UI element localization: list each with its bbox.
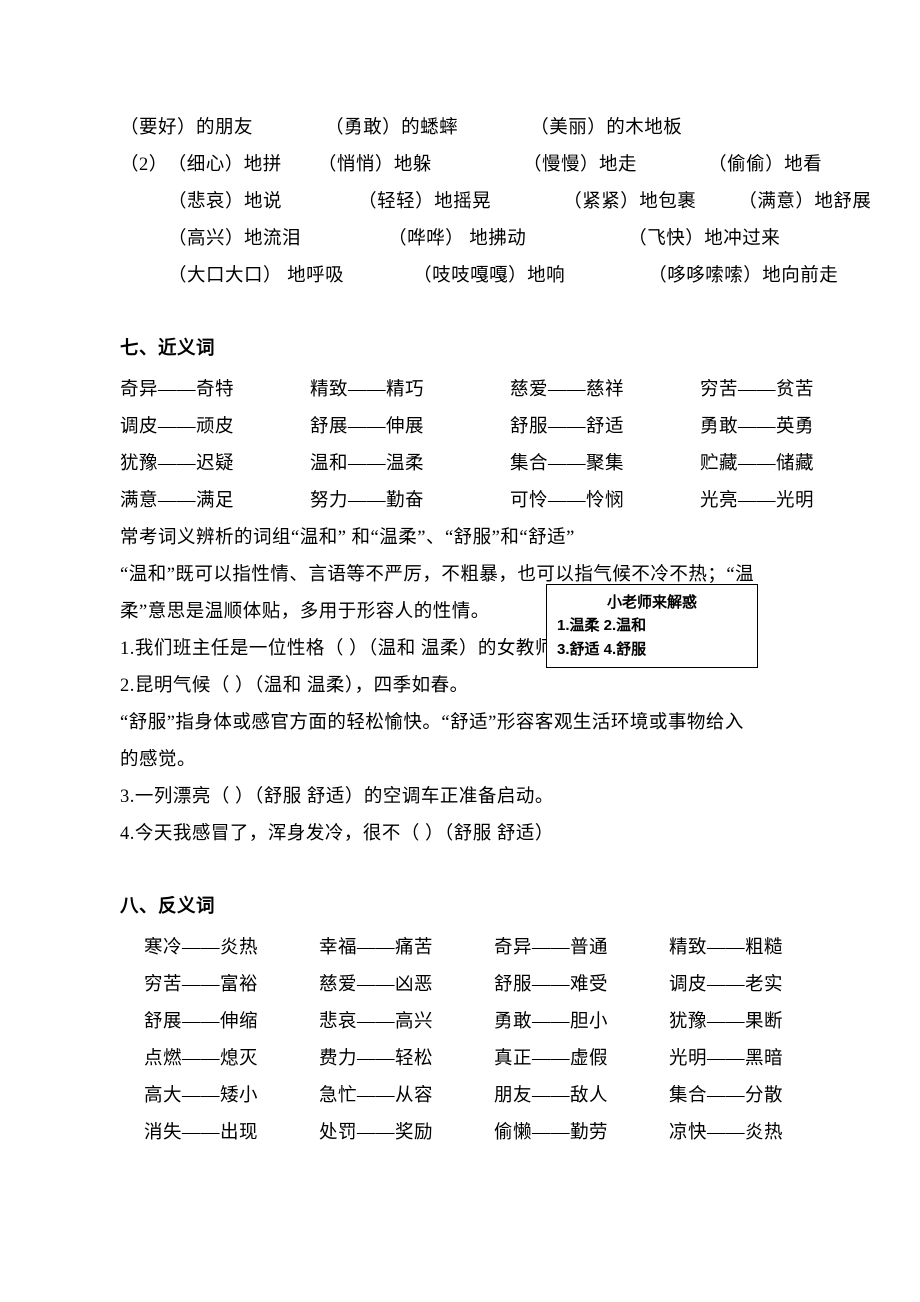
synonym-table: 奇异——奇特精致——精巧慈爱——慈祥穷苦——贫苦调皮——顽皮舒展——伸展舒服——… [120, 372, 800, 520]
antonym-row: 舒展——伸缩悲哀——高兴勇敢——胆小犹豫——果断 [144, 1004, 800, 1041]
antonym-pair: 偷懒——勤劳 [494, 1115, 669, 1152]
antonym-pair: 精致——粗糙 [669, 930, 783, 967]
antonym-pair: 朋友——敌人 [494, 1078, 669, 1115]
antonym-pair: 寒冷——炎热 [144, 930, 319, 967]
antonym-pair: 急忙——从容 [319, 1078, 494, 1115]
phrase: （要好）的朋友 [120, 110, 320, 147]
synonym-pair: 奇异——奇特 [120, 372, 310, 409]
antonym-pair: 幸福——痛苦 [319, 930, 494, 967]
phrase: （悄悄）地躲 [318, 147, 518, 184]
phrase-row: （要好）的朋友 （勇敢）的蟋蟀 （美丽）的木地板 [120, 110, 800, 147]
synonym-pair: 满意——满足 [120, 483, 310, 520]
question-line: 4.今天我感冒了，浑身发冷，很不（ ）（舒服 舒适） [120, 816, 800, 853]
phrase: （哗哗） 地拂动 [388, 221, 623, 258]
antonym-pair: 消失——出现 [144, 1115, 319, 1152]
synonym-pair: 犹豫——迟疑 [120, 446, 310, 483]
antonym-row: 寒冷——炎热幸福——痛苦奇异——普通精致——粗糙 [144, 930, 800, 967]
answer-callout: 小老师来解惑 1.温柔 2.温和 3.舒适 4.舒服 [546, 584, 758, 668]
synonym-pair: 集合——聚集 [510, 446, 700, 483]
antonym-pair: 勇敢——胆小 [494, 1004, 669, 1041]
antonym-pair: 集合——分散 [669, 1078, 783, 1115]
synonym-row: 奇异——奇特精致——精巧慈爱——慈祥穷苦——贫苦 [120, 372, 800, 409]
phrase-row: （2）（细心）地拼 （悄悄）地躲 （慢慢）地走 （偷偷）地看 [120, 147, 800, 184]
synonym-pair: 光亮——光明 [700, 483, 814, 520]
phrase-row: （高兴）地流泪 （哗哗） 地拂动 （飞快）地冲过来 [120, 221, 800, 258]
antonym-row: 高大——矮小急忙——从容朋友——敌人集合——分散 [144, 1078, 800, 1115]
antonym-pair: 点燃——熄灭 [144, 1041, 319, 1078]
synonym-pair: 舒展——伸展 [310, 409, 510, 446]
synonym-pair: 穷苦——贫苦 [700, 372, 814, 409]
antonym-pair: 费力——轻松 [319, 1041, 494, 1078]
synonym-row: 满意——满足努力——勤奋可怜——怜悯光亮——光明 [120, 483, 800, 520]
phrase: （美丽）的木地板 [530, 110, 682, 147]
callout-line: 1.温柔 2.温和 [557, 614, 747, 637]
phrase: （勇敢）的蟋蟀 [325, 110, 525, 147]
antonym-row: 穷苦——富裕慈爱——凶恶舒服——难受调皮——老实 [144, 967, 800, 1004]
phrase: （慢慢）地走 [523, 147, 703, 184]
synonym-pair: 努力——勤奋 [310, 483, 510, 520]
antonym-pair: 悲哀——高兴 [319, 1004, 494, 1041]
phrase: （高兴）地流泪 [168, 221, 383, 258]
antonym-pair: 真正——虚假 [494, 1041, 669, 1078]
note-line: “舒服”指身体或感官方面的轻松愉快。“舒适”形容客观生活环境或事物给入 [120, 705, 800, 742]
antonym-pair: 舒服——难受 [494, 967, 669, 1004]
antonym-pair: 慈爱——凶恶 [319, 967, 494, 1004]
antonym-pair: 高大——矮小 [144, 1078, 319, 1115]
note-line: 常考词义辨析的词组“温和” 和“温柔”、“舒服”和“舒适” [120, 520, 800, 557]
antonym-pair: 奇异——普通 [494, 930, 669, 967]
note-line: 的感觉。 [120, 742, 800, 779]
analysis-paragraph: 常考词义辨析的词组“温和” 和“温柔”、“舒服”和“舒适” “温和”既可以指性情… [120, 520, 800, 853]
synonym-pair: 精致——精巧 [310, 372, 510, 409]
synonym-pair: 温和——温柔 [310, 446, 510, 483]
section-title-antonyms: 八、反义词 [120, 889, 800, 926]
antonym-pair: 犹豫——果断 [669, 1004, 783, 1041]
antonym-pair: 穷苦——富裕 [144, 967, 319, 1004]
antonym-pair: 处罚——奖励 [319, 1115, 494, 1152]
phrase: （飞快）地冲过来 [628, 221, 780, 258]
phrase-row: （大口大口） 地呼吸 （吱吱嘎嘎）地响 （哆哆嗦嗦）地向前走 [120, 258, 800, 295]
phrase: （紧紧）地包裹 [563, 184, 733, 221]
callout-title: 小老师来解惑 [557, 591, 747, 614]
antonym-row: 点燃——熄灭费力——轻松真正——虚假光明——黑暗 [144, 1041, 800, 1078]
callout-line: 3.舒适 4.舒服 [557, 638, 747, 661]
antonym-pair: 调皮——老实 [669, 967, 783, 1004]
synonym-pair: 勇敢——英勇 [700, 409, 814, 446]
phrase: （哆哆嗦嗦）地向前走 [648, 258, 838, 295]
antonym-pair: 凉快——炎热 [669, 1115, 783, 1152]
synonym-pair: 舒服——舒适 [510, 409, 700, 446]
question-line: 2.昆明气候（ ）（温和 温柔），四季如春。 [120, 668, 800, 705]
phrase: （细心）地拼 [168, 147, 313, 184]
synonym-pair: 贮藏——储藏 [700, 446, 814, 483]
phrase-row: （悲哀）地说 （轻轻）地摇晃 （紧紧）地包裹 （满意）地舒展 [120, 184, 800, 221]
synonym-pair: 调皮——顽皮 [120, 409, 310, 446]
synonym-pair: 可怜——怜悯 [510, 483, 700, 520]
synonym-row: 调皮——顽皮舒展——伸展舒服——舒适勇敢——英勇 [120, 409, 800, 446]
antonym-table: 寒冷——炎热幸福——痛苦奇异——普通精致——粗糙穷苦——富裕慈爱——凶恶舒服——… [120, 930, 800, 1152]
synonym-pair: 慈爱——慈祥 [510, 372, 700, 409]
synonym-row: 犹豫——迟疑温和——温柔集合——聚集贮藏——储藏 [120, 446, 800, 483]
document-page: （要好）的朋友 （勇敢）的蟋蟀 （美丽）的木地板 （2）（细心）地拼 （悄悄）地… [0, 0, 920, 1232]
phrase: （悲哀）地说 [168, 184, 353, 221]
row-prefix: （2） [120, 155, 168, 175]
phrase: （大口大口） 地呼吸 [168, 258, 408, 295]
question-line: 3.一列漂亮（ ）（舒服 舒适）的空调车正准备启动。 [120, 779, 800, 816]
phrase: （偷偷）地看 [708, 147, 822, 184]
section-title-synonyms: 七、近义词 [120, 331, 800, 368]
phrase: （吱吱嘎嘎）地响 [413, 258, 643, 295]
phrase: （满意）地舒展 [738, 184, 871, 221]
antonym-pair: 光明——黑暗 [669, 1041, 783, 1078]
phrase: （轻轻）地摇晃 [358, 184, 558, 221]
antonym-row: 消失——出现处罚——奖励偷懒——勤劳凉快——炎热 [144, 1115, 800, 1152]
antonym-pair: 舒展——伸缩 [144, 1004, 319, 1041]
